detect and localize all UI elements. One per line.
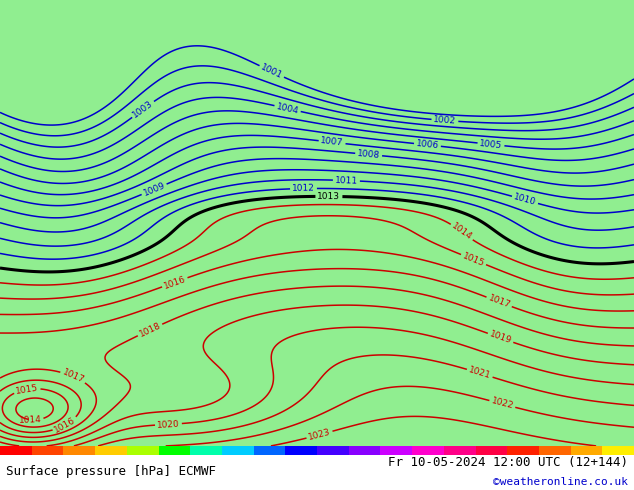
Text: Fr 10-05-2024 12:00 UTC (12+144): Fr 10-05-2024 12:00 UTC (12+144) xyxy=(387,456,628,469)
Text: 1023: 1023 xyxy=(307,427,332,442)
Text: 1007: 1007 xyxy=(320,136,344,148)
Text: 1011: 1011 xyxy=(335,175,358,185)
Bar xyxy=(476,446,507,455)
Bar xyxy=(349,446,380,455)
Text: 1001: 1001 xyxy=(259,63,284,80)
Text: 1014: 1014 xyxy=(450,222,474,243)
Bar xyxy=(127,446,158,455)
Bar xyxy=(32,446,63,455)
Text: 1013: 1013 xyxy=(318,192,340,201)
Text: 1020: 1020 xyxy=(157,419,180,430)
Text: 1002: 1002 xyxy=(433,115,456,126)
Text: ©weatheronline.co.uk: ©weatheronline.co.uk xyxy=(493,477,628,487)
Bar xyxy=(158,446,190,455)
Text: 1003: 1003 xyxy=(131,99,155,120)
Text: Surface pressure [hPa] ECMWF: Surface pressure [hPa] ECMWF xyxy=(6,465,216,478)
Text: 1017: 1017 xyxy=(61,368,86,385)
Text: 1009: 1009 xyxy=(142,181,167,198)
Text: 1008: 1008 xyxy=(357,149,380,160)
Bar xyxy=(380,446,412,455)
Text: 1010: 1010 xyxy=(513,193,537,207)
Text: 1015: 1015 xyxy=(15,383,39,396)
Bar xyxy=(444,446,476,455)
Bar xyxy=(412,446,444,455)
Bar xyxy=(190,446,222,455)
Bar xyxy=(254,446,285,455)
Bar xyxy=(507,446,539,455)
Text: 1012: 1012 xyxy=(292,184,315,193)
Text: 1017: 1017 xyxy=(487,294,512,310)
Bar xyxy=(95,446,127,455)
Bar xyxy=(285,446,317,455)
Text: 1019: 1019 xyxy=(488,330,513,346)
Bar xyxy=(222,446,254,455)
Bar xyxy=(63,446,95,455)
Bar xyxy=(539,446,571,455)
Bar xyxy=(317,446,349,455)
Text: 1004: 1004 xyxy=(275,102,300,116)
Bar xyxy=(571,446,602,455)
Text: 1021: 1021 xyxy=(467,366,492,381)
Text: 1016: 1016 xyxy=(162,274,187,291)
Text: 1005: 1005 xyxy=(479,139,503,150)
Text: 1022: 1022 xyxy=(490,397,514,411)
Text: 1018: 1018 xyxy=(138,321,162,339)
Text: 1015: 1015 xyxy=(461,251,486,268)
Bar xyxy=(0,446,32,455)
Text: 1016: 1016 xyxy=(53,416,77,435)
Text: 1014: 1014 xyxy=(18,415,42,424)
Text: 1006: 1006 xyxy=(415,139,439,150)
Bar xyxy=(602,446,634,455)
